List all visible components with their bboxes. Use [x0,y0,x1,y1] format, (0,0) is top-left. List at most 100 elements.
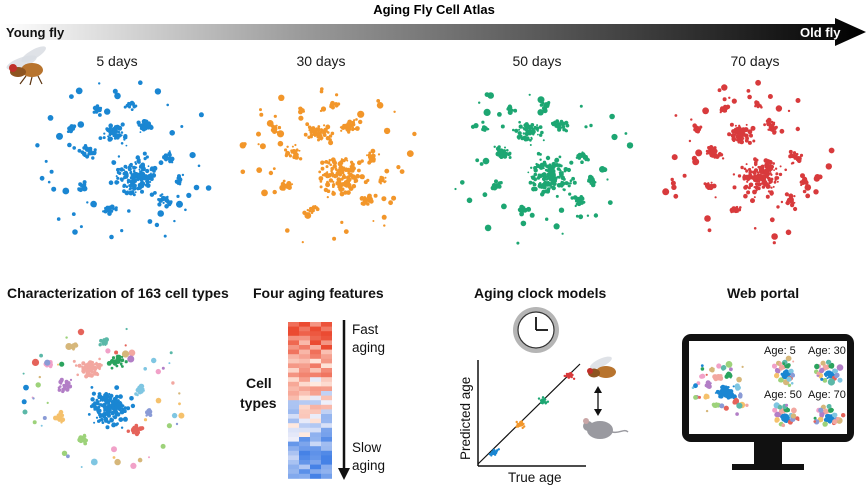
umap-point [277,140,284,147]
umap-point [522,132,525,135]
umap-point [719,377,723,380]
umap-point [770,123,774,127]
umap-point [497,112,502,117]
umap-point [824,374,828,377]
umap-point [569,182,572,185]
umap-point [560,171,563,175]
umap-point [311,211,314,214]
umap-point [754,105,757,108]
umap-point [737,126,742,131]
umap-point [814,363,820,370]
umap-point [93,150,97,154]
umap-point [77,363,82,368]
umap-point [137,123,142,127]
umap-point [513,108,518,113]
umap-point [51,186,57,192]
umap-point [272,167,276,171]
umap-point [531,175,536,180]
heatmap-cell [288,446,299,452]
umap-point [87,413,91,416]
umap-point [282,179,286,183]
umap-point [753,157,757,162]
heatmap-cell [310,450,321,456]
umap-point [103,209,108,214]
umap-point [795,152,799,156]
heatmap-cell [321,432,332,438]
umap-point [96,402,100,406]
umap-point [763,158,769,164]
umap-point [710,184,714,188]
heatmap-cell [299,473,310,479]
umap-point [795,98,801,103]
umap-point [609,113,615,120]
umap-point [734,124,737,127]
umap-point [797,156,802,161]
umap-point [165,198,170,203]
umap-point [82,433,87,437]
umap-point [101,403,105,407]
umap-point [783,415,789,420]
umap-point [531,186,536,192]
clock-point [521,426,524,430]
umap-point [324,129,327,132]
umap-point [117,130,121,134]
umap-point [813,420,816,423]
umap-point [164,154,168,158]
umap-point [540,130,544,135]
umap-point [756,171,760,174]
umap-point [115,364,119,368]
umap-point [136,186,140,191]
umap-point [102,395,107,400]
umap-point [777,404,783,410]
umap-point [355,126,360,131]
heatmap-cell [310,395,321,401]
umap-point [768,159,773,165]
umap-point [138,80,143,85]
umap-point [142,151,147,156]
umap-point [67,381,71,385]
umap-point [113,415,118,420]
umap-point [326,181,330,185]
umap-point [44,359,51,366]
umap-point [743,193,748,199]
heatmap-cell [299,372,310,378]
umap-point [751,166,754,169]
umap-point [95,372,100,377]
umap-5-days [35,80,212,240]
heatmap-cell [299,446,310,452]
heatmap-cell [299,363,310,369]
heatmap-cell [310,414,321,419]
umap-point [116,176,120,180]
umap-point [539,153,542,156]
umap-point [89,362,95,368]
umap-point [499,181,503,185]
umap-point [320,160,325,165]
umap-point [770,120,774,124]
umap-point [831,373,834,376]
umap-point [336,178,340,181]
umap-point [393,110,396,114]
umap-point [153,191,157,195]
umap-point [767,172,771,175]
umap-point [773,132,776,135]
umap-point [736,402,743,409]
umap-point [547,101,551,105]
umap-point [346,122,351,127]
umap-point [478,101,481,104]
umap-point [134,104,138,108]
umap-point [562,182,565,185]
umap-point [518,128,521,131]
heatmap-cell [321,358,332,364]
umap-point [836,364,844,371]
umap-point [517,131,522,136]
umap-point [60,421,63,424]
heatmap-cell [299,414,310,419]
umap-point [561,125,566,129]
umap-point [738,131,741,134]
umap-point [171,412,178,419]
umap-point [589,123,593,128]
umap-point [320,128,324,132]
umap-point [118,394,123,399]
heatmap-cell [288,455,299,461]
heatmap-cell [310,345,321,350]
